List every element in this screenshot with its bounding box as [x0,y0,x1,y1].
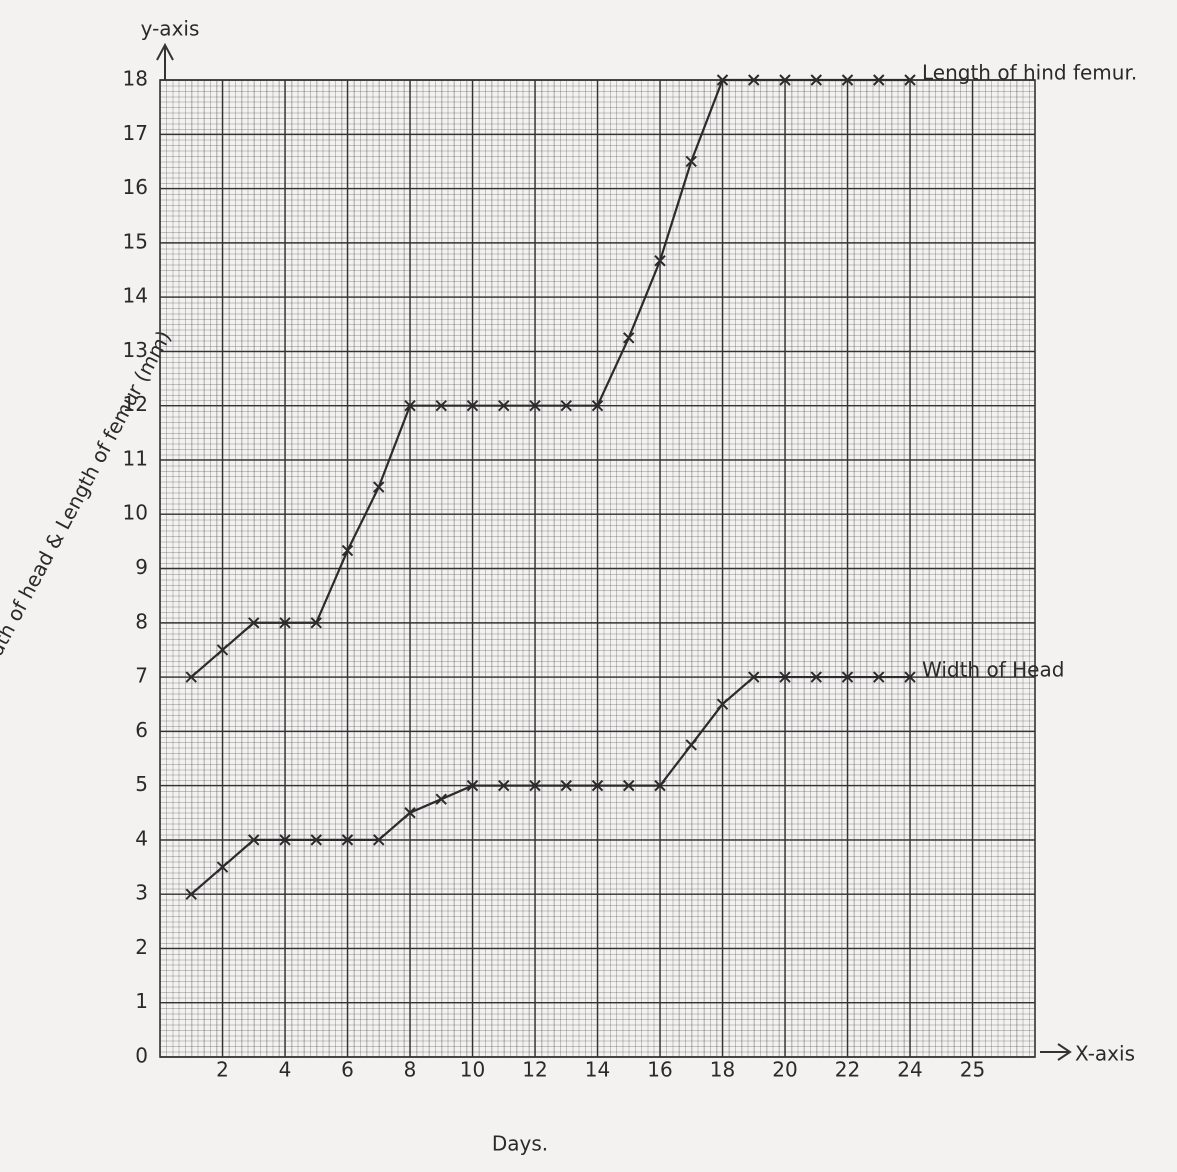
x-tick-label: 16 [647,1058,672,1082]
y-tick-label: 18 [123,67,148,91]
chart: y-axis X-axis Days. Width of head & Leng… [0,0,1177,1172]
x-tick-label: 4 [279,1058,292,1082]
y-tick-label: 14 [123,284,148,308]
x-tick-label: 2 [216,1058,229,1082]
y-axis-arrow [157,45,173,80]
y-tick-label: 11 [123,446,148,470]
x-tick-label: 20 [772,1058,797,1082]
y-tick-label: 7 [135,664,148,688]
x-tick-label: 25 [960,1058,985,1082]
x-tick-label: 14 [585,1058,610,1082]
page: y-axis X-axis Days. Width of head & Leng… [0,0,1177,1172]
y-tick-label: 1 [135,989,148,1013]
point-cross [374,482,384,492]
y-tick-label: 10 [123,501,148,525]
x-tick-label: 22 [835,1058,860,1082]
series-line [191,80,910,677]
y-tick-label: 12 [123,392,148,416]
x-tick-label: 8 [404,1058,417,1082]
point-cross [686,740,696,750]
y-tick-label: 5 [135,772,148,796]
x-axis-title: Days. [492,1132,548,1156]
y-tick-label: 9 [135,555,148,579]
x-tick-label: 6 [341,1058,354,1082]
series-label: Length of hind femur. [922,61,1137,85]
x-axis-arrow [1040,1044,1070,1060]
y-tick-label: 16 [123,175,148,199]
y-tick-label: 17 [123,121,148,145]
x-tick-label: 24 [897,1058,922,1082]
x-tick-label: 18 [710,1058,735,1082]
x-axis-caption: X-axis [1075,1042,1135,1066]
y-tick-label: 3 [135,881,148,905]
x-tick-label: 12 [522,1058,547,1082]
y-axis-title: Width of head & Length of femur (mm) [0,326,176,682]
y-tick-label: 4 [135,826,148,850]
y-tick-label: 8 [135,609,148,633]
x-tick-label: 10 [460,1058,485,1082]
y-tick-label: 0 [135,1044,148,1068]
y-tick-label: 2 [135,935,148,959]
y-tick-label: 15 [123,229,148,253]
y-tick-label: 6 [135,718,148,742]
series-label: Width of Head [922,658,1064,682]
y-tick-label: 13 [123,338,148,362]
point-cross [624,333,634,343]
y-axis-caption: y-axis [141,17,200,41]
point-cross [436,794,446,804]
